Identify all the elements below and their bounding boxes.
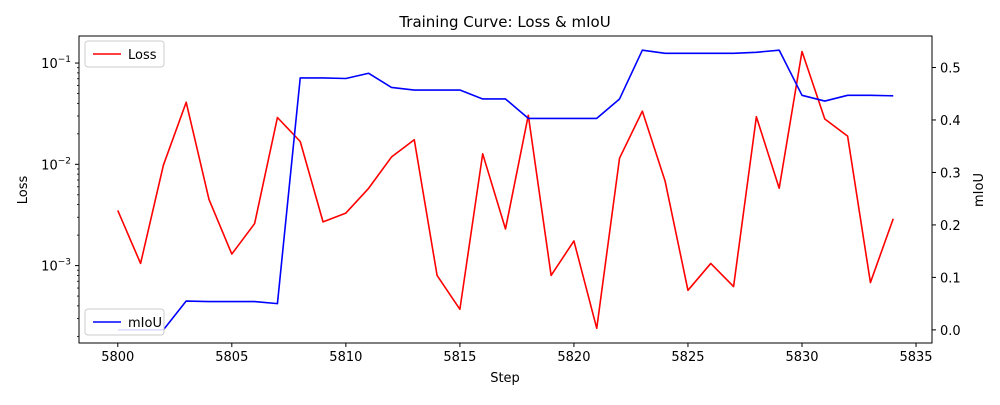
y-right-axis-label: mIoU: [972, 173, 987, 207]
legend-loss: Loss: [85, 41, 164, 67]
y-right-tick-label: 0.5: [940, 61, 961, 76]
x-axis-label: Step: [490, 371, 520, 386]
y-right-tick-label: 0.3: [940, 166, 961, 181]
legend-label: Loss: [128, 48, 157, 63]
x-tick-label: 5815: [443, 350, 476, 365]
x-tick-label: 5830: [785, 350, 818, 365]
legend-miou: mIoU: [85, 309, 164, 335]
y-right-tick-label: 0.1: [940, 271, 961, 286]
x-tick-label: 5810: [329, 350, 362, 365]
y-right-tick-label: 0.0: [940, 324, 961, 339]
chart-title: Training Curve: Loss & mIoU: [398, 13, 610, 31]
x-tick-label: 5820: [557, 350, 590, 365]
x-tick-label: 5825: [671, 350, 704, 365]
y-right-tick-label: 0.4: [940, 114, 961, 129]
x-tick-label: 5800: [101, 350, 134, 365]
x-tick-label: 5835: [899, 350, 932, 365]
x-tick-label: 5805: [215, 350, 248, 365]
legend-label: mIoU: [128, 316, 162, 331]
y-right-tick-label: 0.2: [940, 219, 961, 234]
y-left-axis-label: Loss: [16, 176, 31, 205]
